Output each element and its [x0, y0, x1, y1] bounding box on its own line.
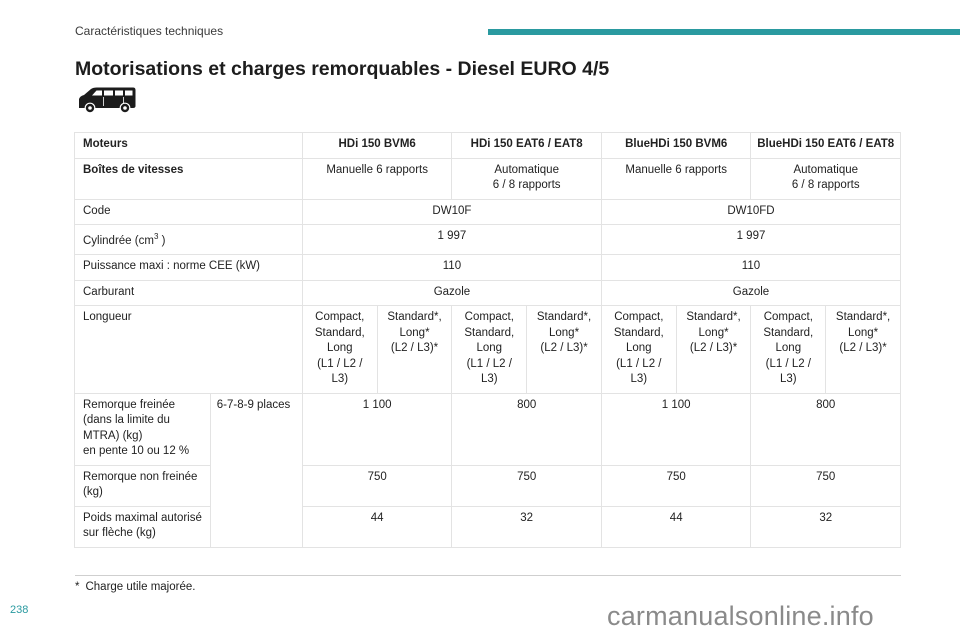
length-cell: Compact, Standard, Long (L1 / L2 / L3) [600, 305, 677, 394]
towbar-cell: 44 [600, 505, 752, 548]
gearbox-cell: Automatique 6 / 8 rapports [750, 157, 901, 200]
row-label-towbar-weight: Poids maximal autorisé sur flèche (kg) [74, 505, 211, 548]
engine-header: HDi 150 BVM6 [301, 132, 453, 159]
row-label-unbraked-trailer: Remorque non freinée (kg) [74, 464, 211, 507]
footnote-text: Charge utile majorée. [85, 581, 196, 593]
row-label-displacement: Cylindrée (cm3 ) [74, 223, 303, 256]
page-number: 238 [10, 604, 29, 616]
fuel-cell: Gazole [600, 279, 902, 307]
power-cell: 110 [301, 254, 602, 281]
section-header: Caractéristiques techniques [75, 24, 224, 38]
footnote-divider [75, 575, 901, 576]
table-row: Longueur Compact, Standard, Long (L1 / L… [74, 305, 901, 394]
row-label-length: Longueur [74, 305, 303, 394]
row-label-gearbox: Boîtes de vitesses [74, 157, 303, 200]
engine-header: BlueHDi 150 BVM6 [600, 132, 752, 159]
table-row: Code DW10F DW10FD [74, 198, 902, 225]
van-icon [77, 86, 137, 119]
seats-label: 6-7-8-9 places [209, 392, 303, 548]
engine-header: BlueHDi 150 EAT6 / EAT8 [750, 132, 901, 159]
length-cell: Compact, Standard, Long (L1 / L2 / L3) [301, 305, 378, 394]
length-cell: Compact, Standard, Long (L1 / L2 / L3) [451, 305, 528, 394]
unbraked-cell: 750 [451, 464, 602, 507]
displacement-cell: 1 997 [301, 223, 602, 256]
towbar-cell: 32 [750, 505, 901, 548]
code-cell: DW10FD [600, 198, 902, 225]
braked-cell: 1 100 [301, 392, 453, 466]
displacement-label-end: ) [158, 234, 166, 247]
engine-spec-table: Moteurs HDi 150 BVM6 HDi 150 EAT6 / EAT8… [74, 132, 902, 548]
braked-cell: 800 [451, 392, 602, 466]
length-cell: Standard*, Long* (L2 / L3)* [376, 305, 453, 394]
gearbox-cell: Automatique 6 / 8 rapports [451, 157, 602, 200]
table-row: Remorque freinée (dans la limite du MTRA… [74, 392, 901, 548]
length-cell: Compact, Standard, Long (L1 / L2 / L3) [750, 305, 827, 394]
displacement-label-sup: 3 [153, 232, 159, 241]
row-label-power: Puissance maxi : norme CEE (kW) [74, 254, 303, 281]
table-row: Carburant Gazole Gazole [74, 279, 902, 307]
length-cell: Standard*, Long* (L2 / L3)* [675, 305, 752, 394]
gearbox-cell: Manuelle 6 rapports [301, 157, 453, 200]
footnote: * Charge utile majorée. [75, 581, 195, 593]
table-row: Cylindrée (cm3 ) 1 997 1 997 [74, 223, 902, 256]
table-row: Puissance maxi : norme CEE (kW) 110 110 [74, 254, 902, 281]
gearbox-cell: Manuelle 6 rapports [600, 157, 752, 200]
page-title: Motorisations et charges remorquables - … [75, 58, 610, 80]
unbraked-cell: 750 [301, 464, 453, 507]
fuel-cell: Gazole [301, 279, 602, 307]
row-label-engines: Moteurs [74, 132, 303, 159]
table-row: Remorque non freinée (kg) 750 750 750 75… [74, 464, 901, 507]
footnote-mark: * [75, 581, 80, 593]
length-cell: Standard*, Long* (L2 / L3)* [526, 305, 602, 394]
power-cell: 110 [600, 254, 902, 281]
displacement-label-text: Cylindrée (cm [83, 234, 154, 247]
row-label-code: Code [74, 198, 303, 225]
towbar-cell: 44 [301, 505, 453, 548]
towbar-cell: 32 [451, 505, 602, 548]
table-row: Poids maximal autorisé sur flèche (kg) 4… [74, 505, 901, 548]
braked-cell: 1 100 [600, 392, 752, 466]
code-cell: DW10F [301, 198, 602, 225]
row-label-braked-trailer: Remorque freinée (dans la limite du MTRA… [74, 392, 211, 466]
header-accent-bar [488, 29, 960, 35]
displacement-cell: 1 997 [600, 223, 902, 256]
length-cell: Standard*, Long* (L2 / L3)* [825, 305, 901, 394]
row-label-fuel: Carburant [74, 279, 303, 307]
table-row: Boîtes de vitesses Manuelle 6 rapports A… [74, 157, 901, 200]
braked-cell: 800 [750, 392, 901, 466]
unbraked-cell: 750 [600, 464, 752, 507]
unbraked-cell: 750 [750, 464, 901, 507]
watermark: carmanualsonline.info [607, 601, 874, 631]
engine-header: HDi 150 EAT6 / EAT8 [451, 132, 602, 159]
table-row: Moteurs HDi 150 BVM6 HDi 150 EAT6 / EAT8… [74, 132, 901, 159]
